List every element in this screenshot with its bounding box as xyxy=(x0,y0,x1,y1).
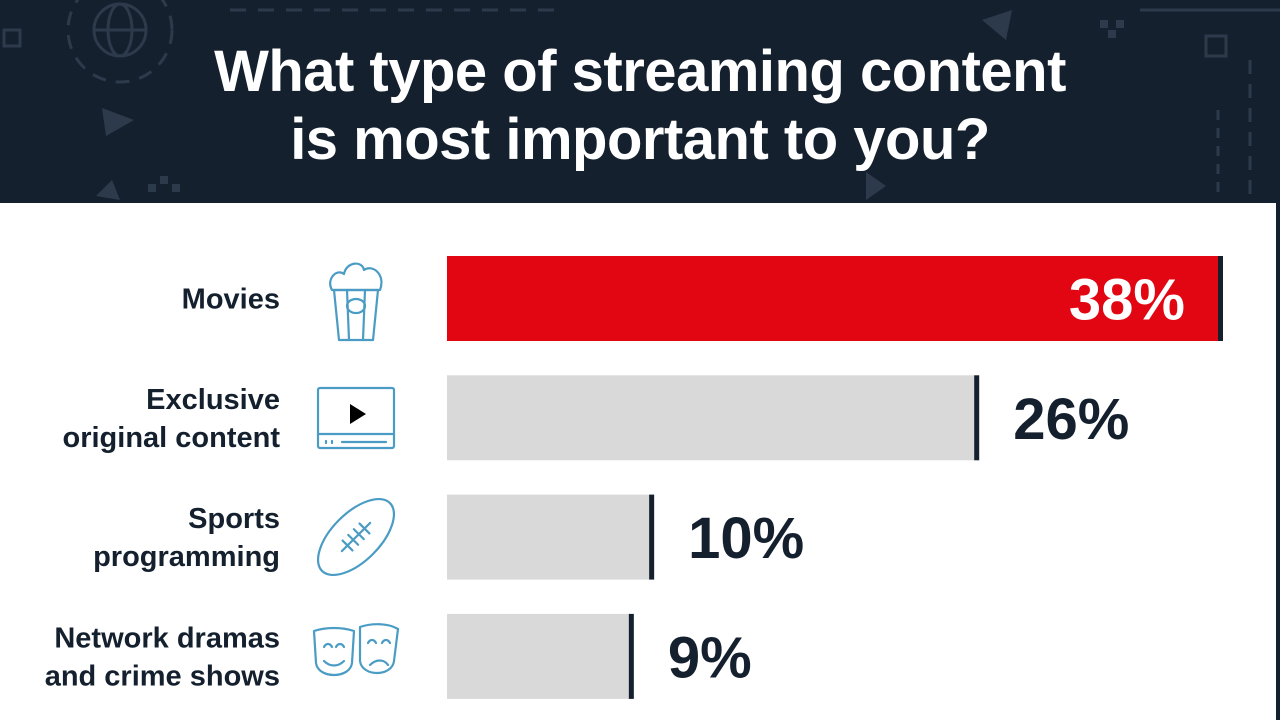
bar-end-line-3 xyxy=(628,613,634,699)
bar-3 xyxy=(447,613,630,699)
video-player-icon xyxy=(316,386,396,450)
popcorn-icon xyxy=(329,262,383,342)
category-label-1-line-1: original content xyxy=(63,422,281,454)
title-line-1: What type of streaming content xyxy=(214,39,1066,104)
bar-end-line-2 xyxy=(649,494,655,580)
bar-0 xyxy=(447,256,1219,341)
header-banner: What type of streaming content is most i… xyxy=(0,0,1280,203)
bar-2 xyxy=(447,494,651,580)
value-label-0: 38% xyxy=(1069,268,1185,333)
category-label-0: Movies xyxy=(182,284,280,316)
football-icon xyxy=(316,497,396,577)
category-label-2-line-0: Sports xyxy=(188,503,280,535)
category-label-3: Network dramas and crime shows xyxy=(45,622,280,692)
value-label-3: 9% xyxy=(668,625,752,690)
bar-end-line-1 xyxy=(974,375,980,461)
value-label-1: 26% xyxy=(1013,387,1129,452)
title-line-2: is most important to you? xyxy=(290,107,990,172)
category-label-2-line-1: programming xyxy=(93,541,280,573)
header-decoration xyxy=(2,0,1280,200)
category-label-1: Exclusive original content xyxy=(63,384,281,454)
bar-marks: 38% Movies 26% Exclusive original content 10%… xyxy=(45,256,1223,699)
value-label-2: 10% xyxy=(688,506,804,571)
category-label-3-line-0: Network dramas xyxy=(54,622,280,654)
theater-masks-icon xyxy=(312,623,400,676)
right-edge-strip xyxy=(1276,203,1280,720)
category-label-1-line-0: Exclusive xyxy=(146,384,280,416)
category-label-3-line-1: and crime shows xyxy=(45,660,280,692)
category-label-2: Sports programming xyxy=(93,503,280,573)
bar-end-line-0 xyxy=(1218,256,1223,341)
category-label-0-line-0: Movies xyxy=(182,284,280,316)
bar-1 xyxy=(447,375,976,461)
chart-title: What type of streaming content is most i… xyxy=(0,38,1280,174)
